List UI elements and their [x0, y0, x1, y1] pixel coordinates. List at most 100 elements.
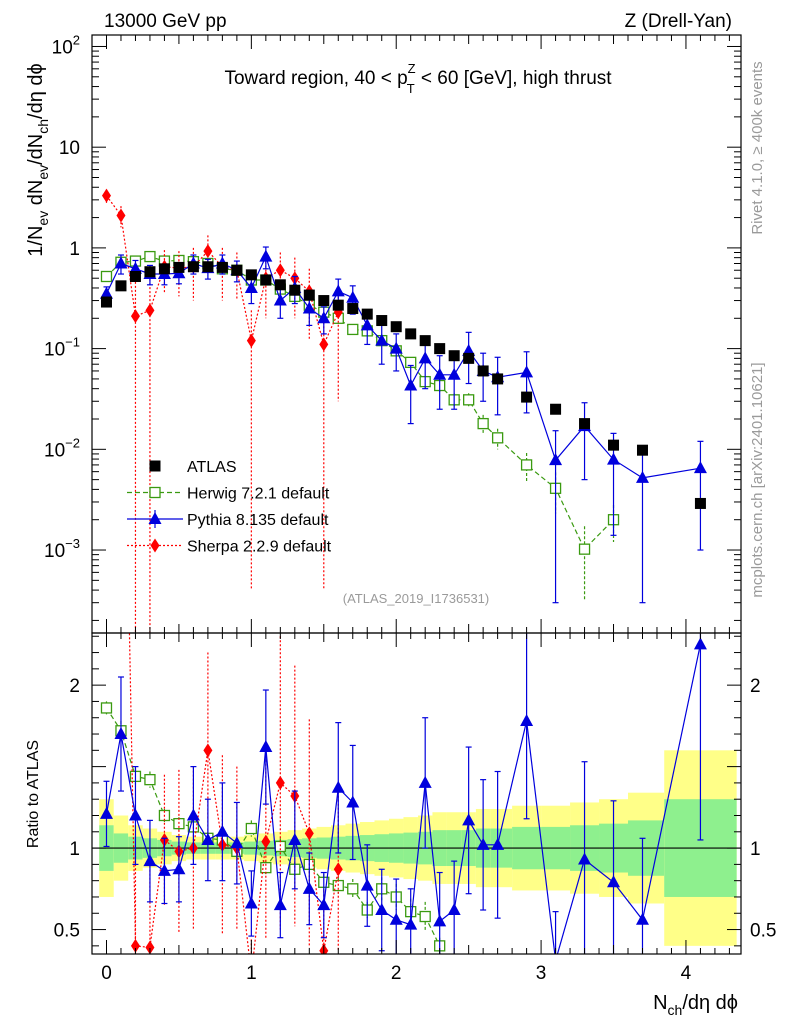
- main-y-tick-label: 10−2: [44, 435, 80, 461]
- point-atlas: [100, 296, 112, 308]
- point-herwig: [245, 822, 258, 835]
- legend-label-pythia: Pythia 8.135 default: [187, 512, 329, 529]
- point-atlas: [636, 444, 648, 456]
- point-sherpa: [145, 303, 155, 318]
- point-pythia: [555, 953, 556, 954]
- rivet-label: Rivet 4.1.0, ≥ 400k events: [749, 61, 766, 234]
- point-pythia: [418, 775, 432, 788]
- point-pythia: [404, 378, 418, 391]
- point-sherpa: [319, 337, 329, 352]
- point-atlas: [550, 403, 562, 415]
- point-pythia: [693, 461, 707, 474]
- point-pythia: [520, 365, 534, 378]
- point-atlas: [579, 418, 591, 430]
- x-axis-label: Nch/dη dϕ: [653, 992, 738, 1018]
- point-pythia: [635, 470, 649, 483]
- x-tick-label: 2: [391, 963, 402, 984]
- point-pythia: [244, 896, 258, 909]
- point-pythia: [273, 898, 287, 911]
- legend-item-pythia: Pythia 8.135 default: [127, 510, 329, 529]
- point-atlas: [318, 295, 330, 307]
- legend-marker-pythia: [148, 512, 162, 524]
- point-atlas: [434, 343, 446, 355]
- point-atlas: [376, 315, 388, 327]
- point-herwig: [144, 773, 156, 786]
- point-pythia: [693, 637, 707, 650]
- legend-item-atlas: ATLAS: [149, 459, 237, 476]
- main-title: Toward region, 40 < pTZ < 60 [GeV], high…: [224, 61, 612, 96]
- point-herwig: [347, 883, 359, 895]
- header-left-text: 13000 GeV pp: [104, 11, 227, 32]
- main-y-tick-label: 102: [52, 32, 80, 58]
- legend-marker-sherpa: [150, 538, 160, 553]
- series-atlas: [100, 261, 706, 509]
- point-sherpa: [203, 743, 213, 758]
- point-atlas: [289, 284, 301, 296]
- ratio-y-tick-label-right: 1: [750, 839, 761, 860]
- legend-label-sherpa: Sherpa 2.2.9 default: [187, 539, 332, 556]
- point-atlas: [202, 261, 214, 273]
- point-pythia: [549, 453, 563, 466]
- ratio-y-tick-label-right: 0.5: [750, 921, 776, 942]
- point-pythia: [143, 854, 157, 867]
- point-atlas: [477, 365, 489, 377]
- point-pythia: [433, 914, 447, 927]
- point-pythia: [201, 832, 215, 845]
- point-atlas: [463, 352, 475, 364]
- point-pythia: [114, 727, 128, 740]
- point-pythia: [172, 862, 186, 875]
- main-y-tick-label: 10: [59, 138, 80, 159]
- legend-item-herwig: Herwig 7.2.1 default: [127, 486, 330, 503]
- point-atlas: [419, 335, 431, 347]
- point-herwig: [491, 432, 504, 444]
- point-atlas: [694, 497, 706, 509]
- main-plot-area: 102 10 1 10−1 10−2 10−3 Toward region, 40 < p…: [25, 32, 742, 634]
- point-atlas: [448, 350, 460, 362]
- series-pythia: [99, 633, 707, 954]
- point-sherpa: [275, 775, 285, 790]
- main-y-tick-label: 10−1: [44, 335, 80, 361]
- point-pythia: [244, 280, 258, 293]
- point-herwig: [520, 459, 533, 471]
- point-pythia: [317, 311, 331, 324]
- point-pythia: [476, 837, 490, 850]
- point-atlas: [361, 308, 373, 320]
- point-pythia: [578, 852, 592, 865]
- x-tick-label: 0: [101, 963, 112, 984]
- legend-marker-herwig: [149, 486, 161, 499]
- point-pythia: [346, 290, 360, 303]
- point-sherpa: [246, 333, 256, 348]
- legend-label-atlas: ATLAS: [187, 459, 237, 476]
- legend-label-herwig: Herwig 7.2.1 default: [187, 486, 330, 503]
- point-sherpa: [304, 826, 314, 841]
- point-pythia: [331, 284, 345, 297]
- main-title-sup: Z: [408, 61, 416, 76]
- legend: ATLAS Herwig 7.2.1 default Pythia 8.135 de…: [127, 459, 332, 556]
- main-y-tick-label: 1: [69, 239, 80, 260]
- point-pythia: [447, 903, 461, 916]
- series-line-sherpa: [106, 195, 339, 347]
- point-atlas: [260, 274, 272, 286]
- point-herwig: [477, 417, 489, 430]
- point-pythia: [520, 713, 534, 726]
- point-pythia: [259, 249, 273, 262]
- point-sherpa: [275, 263, 285, 278]
- point-pythia: [302, 301, 316, 314]
- ratio-y-tick-label: 1: [69, 839, 80, 860]
- point-atlas: [347, 303, 359, 315]
- main-data-layer: [99, 188, 707, 633]
- point-sherpa: [333, 862, 343, 877]
- main-y-tick-label: 10−3: [44, 536, 80, 562]
- series-line-pythia: [105, 644, 701, 954]
- ratio-frame: [91, 632, 742, 955]
- main-y-axis-label: 1/Nev dNev/dNch/dη dϕ: [25, 63, 51, 256]
- point-sherpa: [101, 188, 111, 203]
- point-atlas: [158, 263, 170, 275]
- point-atlas: [231, 264, 243, 276]
- ratio-y-axis-label: Ratio to ATLAS: [25, 740, 42, 848]
- series-line-pythia: [105, 254, 701, 479]
- legend-item-sherpa: Sherpa 2.2.9 default: [127, 538, 332, 556]
- ratio-y-tick-label-right: 2: [750, 676, 761, 697]
- point-herwig: [100, 702, 113, 714]
- main-title-sub: T: [407, 81, 415, 96]
